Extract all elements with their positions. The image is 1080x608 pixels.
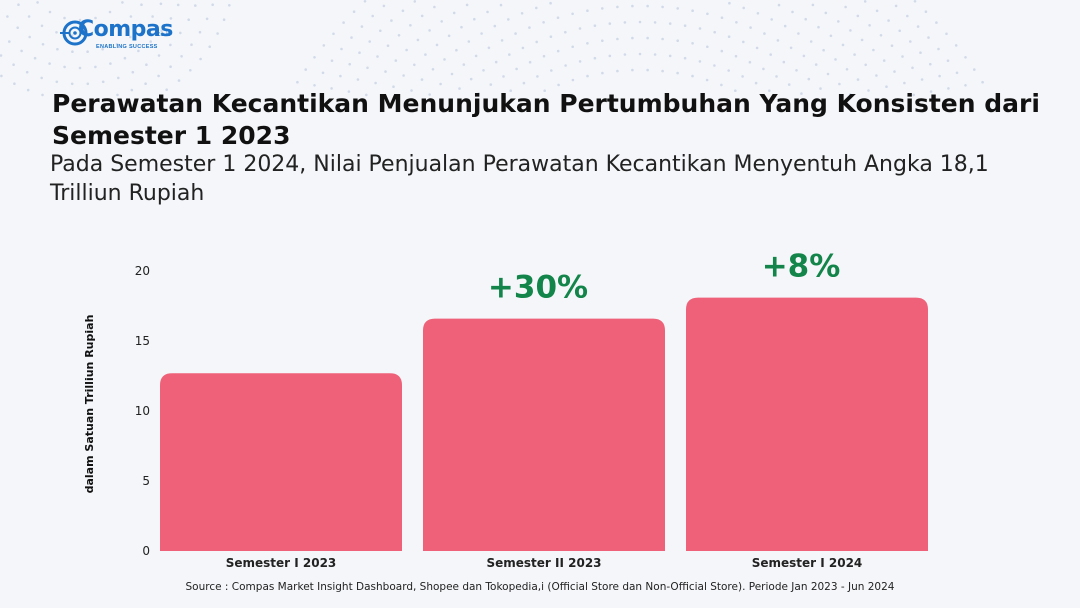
y-tick-label: 5 bbox=[142, 474, 150, 488]
compas-target-icon bbox=[60, 20, 88, 46]
page-subtitle: Pada Semester 1 2024, Nilai Penjualan Pe… bbox=[50, 152, 989, 206]
bar bbox=[686, 297, 928, 551]
bar bbox=[160, 373, 402, 551]
y-tick-label: 0 bbox=[142, 544, 150, 558]
page-title: Perawatan Kecantikan Menunjukan Pertumbu… bbox=[52, 89, 1040, 150]
y-tick-label: 10 bbox=[135, 404, 150, 418]
logo-domain: .co.id bbox=[156, 32, 171, 38]
compas-logo: Compas .co.id ENABLING SUCCESS bbox=[60, 16, 180, 52]
y-tick-label: 20 bbox=[135, 264, 150, 278]
logo-tagline: ENABLING SUCCESS bbox=[96, 44, 158, 50]
y-axis-label: dalam Satuan Trilliun Rupiah bbox=[83, 315, 96, 494]
bar bbox=[423, 318, 665, 551]
y-tick-label: 15 bbox=[135, 334, 150, 348]
growth-annotation: +8% bbox=[762, 249, 841, 285]
x-tick-label: Semester I 2023 bbox=[226, 556, 337, 570]
growth-annotation: +30% bbox=[488, 270, 588, 306]
logo-wordmark: Compas bbox=[78, 17, 173, 42]
source-note: Source : Compas Market Insight Dashboard… bbox=[185, 581, 895, 593]
x-tick-label: Semester II 2023 bbox=[486, 556, 601, 570]
x-tick-label: Semester I 2024 bbox=[752, 556, 863, 570]
